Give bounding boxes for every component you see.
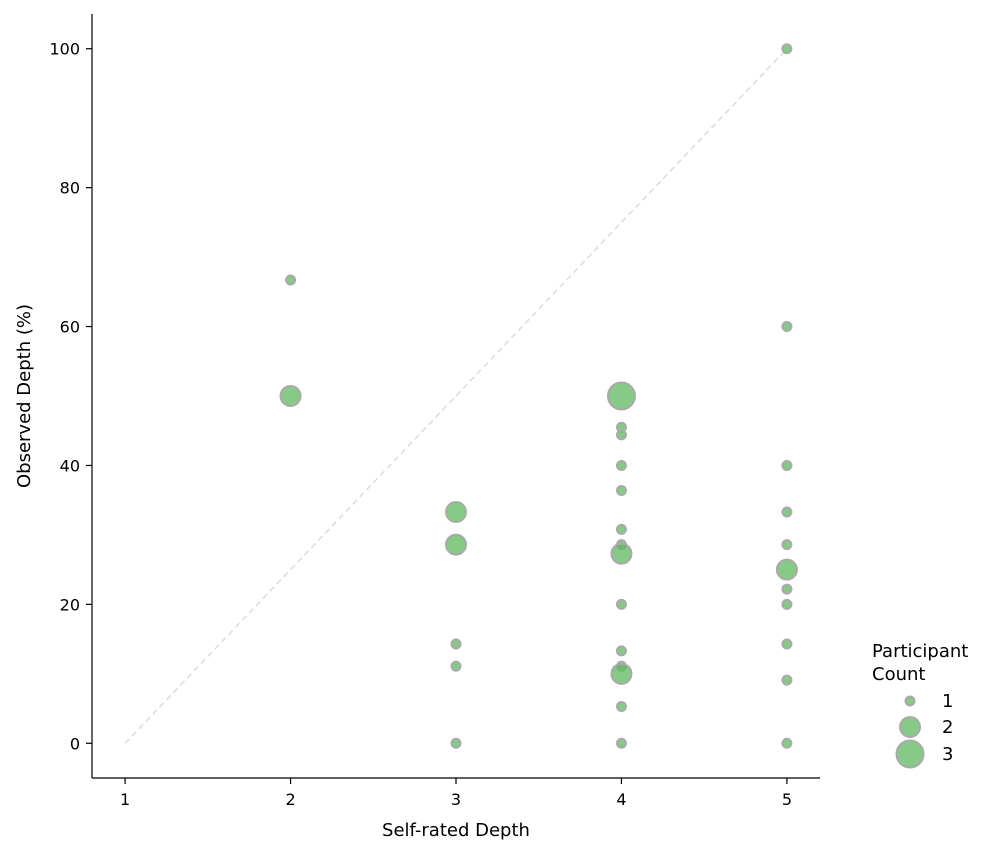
y-tick-label: 100 [49,40,80,59]
points-layer [279,43,798,749]
data-point [445,533,467,556]
legend-marker [899,716,921,738]
data-point [615,429,627,441]
x-axis-label: Self-rated Depth [382,820,530,841]
legend-title-line2: Count [872,664,925,685]
data-point [781,674,793,686]
data-point [450,737,462,749]
x-tick-label: 1 [120,790,130,809]
y-axis-label: Observed Depth (%) [14,304,35,488]
data-point [781,598,793,610]
data-point [615,598,627,610]
y-tick-label: 40 [60,456,80,475]
data-point [610,542,633,565]
legend-title-line1: Participant [872,641,968,662]
data-point [445,500,467,523]
data-point [781,583,793,595]
data-point [781,539,793,551]
data-point [781,321,793,333]
data-point [615,645,627,657]
legend-label: 3 [942,744,953,765]
legend: Participant Count 1 2 3 [872,641,968,769]
data-point [781,737,793,749]
legend-entries: 1 2 3 [895,691,953,769]
data-point [279,385,302,407]
x-tick-label: 4 [616,790,626,809]
y-tick-label: 0 [70,734,80,753]
data-point [450,638,462,650]
data-point [775,558,798,581]
data-point [285,274,297,286]
data-point [615,484,627,496]
ticks-layer: 1 2 3 4 5 0 20 40 60 80 100 [49,40,792,809]
data-point [615,523,627,535]
data-point [610,662,633,685]
data-point [781,459,793,471]
data-point [615,459,627,471]
data-point [615,737,627,749]
data-point [606,381,636,411]
y-tick-label: 80 [60,179,80,198]
data-point [781,506,793,518]
data-point [781,638,793,650]
legend-marker [895,739,925,769]
data-point [615,700,627,712]
y-tick-label: 60 [60,318,80,337]
data-point [450,660,462,672]
legend-marker [904,695,916,707]
y-tick-label: 20 [60,595,80,614]
x-tick-label: 5 [782,790,792,809]
x-tick-label: 2 [285,790,295,809]
legend-label: 2 [942,717,953,738]
data-point [781,43,793,55]
legend-label: 1 [942,691,953,712]
x-tick-label: 3 [451,790,461,809]
